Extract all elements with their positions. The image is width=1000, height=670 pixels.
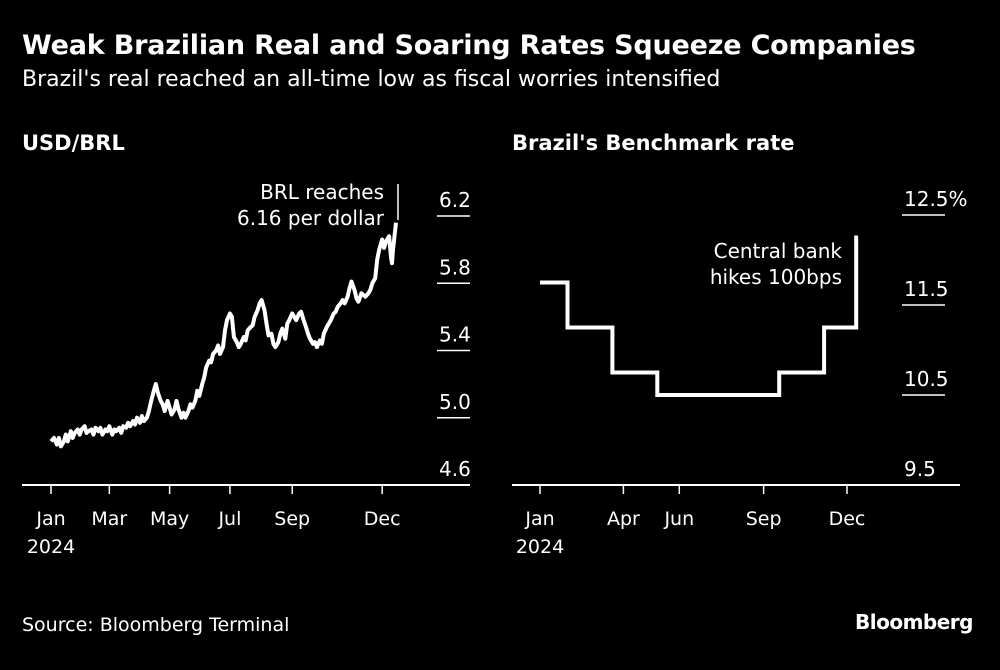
usd-brl-x-tick-label: Jan <box>35 508 65 530</box>
usd-brl-x-tick-year: 2024 <box>27 536 75 558</box>
benchmark-rate-panel-title: Brazil's Benchmark rate <box>512 131 795 155</box>
benchmark-rate-annotation-line1: Central bank <box>714 239 843 263</box>
usd-brl-annotation-line2: 6.16 per dollar <box>237 206 385 230</box>
benchmark-rate-x-tick-label: Jun <box>663 508 694 530</box>
usd-brl-y-tick-label: 4.6 <box>439 457 471 481</box>
benchmark-rate-x-tick-label: Dec <box>829 508 866 530</box>
usd-brl-panel-title: USD/BRL <box>22 131 125 155</box>
benchmark-rate-x-tick-label: Jan <box>524 508 554 530</box>
chart-title: Weak Brazilian Real and Soaring Rates Sq… <box>22 30 916 61</box>
usd-brl-x-tick-label: May <box>150 508 189 530</box>
bloomberg-logo: Bloomberg <box>855 610 973 634</box>
benchmark-rate-y-tick-label: 11.5 <box>904 277 949 301</box>
usd-brl-y-tick-label: 5.8 <box>439 255 471 279</box>
benchmark-rate-y-tick-label: 10.5 <box>904 367 949 391</box>
benchmark-rate-y-tick-label: 12.5% <box>904 187 968 211</box>
usd-brl-y-tick-label: 5.4 <box>439 323 471 347</box>
usd-brl-series-line <box>49 222 398 449</box>
source-note: Source: Bloomberg Terminal <box>22 614 290 636</box>
benchmark-rate-x-tick-label: Sep <box>746 508 782 530</box>
chart-subtitle: Brazil's real reached an all-time low as… <box>22 67 721 92</box>
usd-brl-x-tick-label: Jul <box>217 508 241 530</box>
benchmark-rate-chart: 12.5% 11.5 10.5 9.5 Jan 2024 Apr Jun Sep Dec Centr… <box>512 187 968 558</box>
benchmark-rate-annotation-line2: hikes 100bps <box>710 265 842 289</box>
benchmark-rate-y-tick-label: 9.5 <box>904 457 936 481</box>
benchmark-rate-series-line <box>540 235 859 397</box>
usd-brl-y-tick-label: 5.0 <box>439 390 471 414</box>
usd-brl-x-tick-label: Dec <box>364 508 401 530</box>
benchmark-rate-x-tick-label: Apr <box>607 508 640 530</box>
usd-brl-chart: 6.2 5.8 5.4 5.0 4.6 Jan 2024 Mar May Jul Sep Dec BRL… <box>22 180 471 558</box>
usd-brl-y-tick-label: 6.2 <box>439 188 471 212</box>
usd-brl-annotation-line1: BRL reaches <box>260 180 384 204</box>
benchmark-rate-x-tick-year: 2024 <box>516 536 564 558</box>
usd-brl-x-tick-label: Mar <box>91 508 127 530</box>
usd-brl-x-tick-label: Sep <box>274 508 310 530</box>
